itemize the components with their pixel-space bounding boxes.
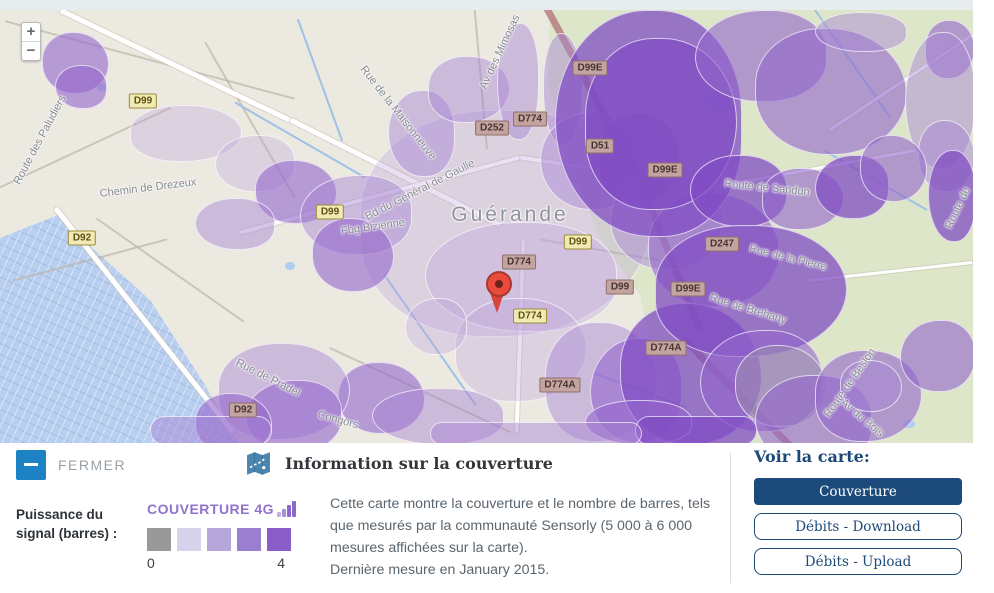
road-badge: D99E [647, 162, 683, 178]
fermer-label: FERMER [58, 457, 127, 473]
description-line: mesures affichées sur la carte). [330, 540, 528, 556]
coverage-blob [55, 65, 107, 109]
description-line: que mesurés par la communauté Sensorly (… [330, 518, 692, 534]
debits-upload-button[interactable]: Débits - Upload [754, 548, 962, 575]
signal-label-line1: Puissance du [16, 507, 104, 522]
coverage-blob [405, 298, 467, 355]
road-badge: D247 [705, 236, 739, 252]
coverage-map-icon [247, 452, 270, 475]
coverage-blob [900, 320, 973, 392]
street-label: Chemin de Drezeux [99, 176, 197, 200]
description-line: Dernière mesure en January 2015. [330, 562, 550, 578]
coverage-blob [312, 218, 394, 292]
road-badge: D92 [228, 402, 258, 418]
road-badge: D51 [585, 138, 615, 154]
panel-title: Information sur la couverture [285, 454, 553, 473]
city-label: Guérande [451, 203, 569, 226]
map-type-switcher: Voir la carte: Couverture Débits - Downl… [754, 447, 962, 583]
road-badge: D99 [315, 204, 345, 220]
legend-swatch [267, 528, 291, 551]
legend-swatch [237, 528, 261, 551]
road-badge: D252 [475, 120, 509, 136]
info-panel: FERMER Information sur la couverture Pui… [0, 443, 994, 593]
coverage-button[interactable]: Couverture [754, 478, 962, 505]
zoom-out-button[interactable]: − [26, 42, 36, 59]
panel-header: Information sur la couverture [246, 451, 553, 476]
legend-swatch [147, 528, 171, 551]
coverage-blob [195, 198, 275, 250]
minus-icon [16, 450, 46, 480]
road-badge: D99 [563, 234, 593, 250]
road-badge: D99E [572, 60, 608, 76]
road-badge: D774A [645, 340, 687, 356]
road-badge: D774 [513, 308, 547, 324]
signal-strength-label: Puissance du signal (barres) : [16, 505, 117, 543]
legend-title: COUVERTURE 4G [147, 501, 275, 517]
coverage-blob [430, 422, 642, 443]
view-map-title: Voir la carte: [754, 447, 870, 466]
coverage-description: Cette carte montre la couverture et le n… [330, 493, 710, 581]
coverage-blob [860, 135, 927, 202]
coverage-blob [928, 150, 973, 242]
pond [285, 262, 295, 270]
map-top-edge [0, 0, 973, 10]
road-badge: D774A [539, 377, 581, 393]
legend-scale: 0 4 [147, 555, 291, 573]
legend-swatch [177, 528, 201, 551]
map-canvas[interactable]: D99 D92 D99 D252 D774 D99E D51 D99E D774 D774 D99 D… [0, 10, 973, 443]
fermer-button[interactable]: FERMER [16, 450, 126, 480]
street-label: Route des Paludiers [11, 93, 69, 187]
legend-min-label: 0 [147, 555, 155, 571]
coverage-blob [635, 416, 757, 443]
road-badge: D99 [605, 279, 635, 295]
map-zoom-control: + − [21, 22, 41, 61]
road-badge: D774 [502, 254, 536, 270]
coverage-legend: COUVERTURE 4G 0 4 [147, 501, 296, 573]
road-badge: D99E [670, 281, 706, 297]
map-marker-tail [490, 293, 504, 313]
legend-swatches [147, 528, 291, 551]
road-badge: D774 [513, 111, 547, 127]
debits-download-button[interactable]: Débits - Download [754, 513, 962, 540]
panel-divider [730, 453, 731, 583]
coverage-blob [840, 360, 902, 412]
zoom-in-button[interactable]: + [22, 23, 40, 42]
coverage-blob [150, 416, 272, 443]
coverage-blob [815, 12, 907, 52]
legend-swatch [207, 528, 231, 551]
road-badge: D92 [67, 230, 97, 246]
signal-bars-icon [277, 501, 297, 518]
description-line: Cette carte montre la couverture et le n… [330, 496, 711, 512]
signal-label-line2: signal (barres) : [16, 526, 118, 541]
legend-max-label: 4 [277, 555, 285, 571]
map-marker [486, 271, 512, 297]
road-badge: D99 [128, 93, 158, 109]
